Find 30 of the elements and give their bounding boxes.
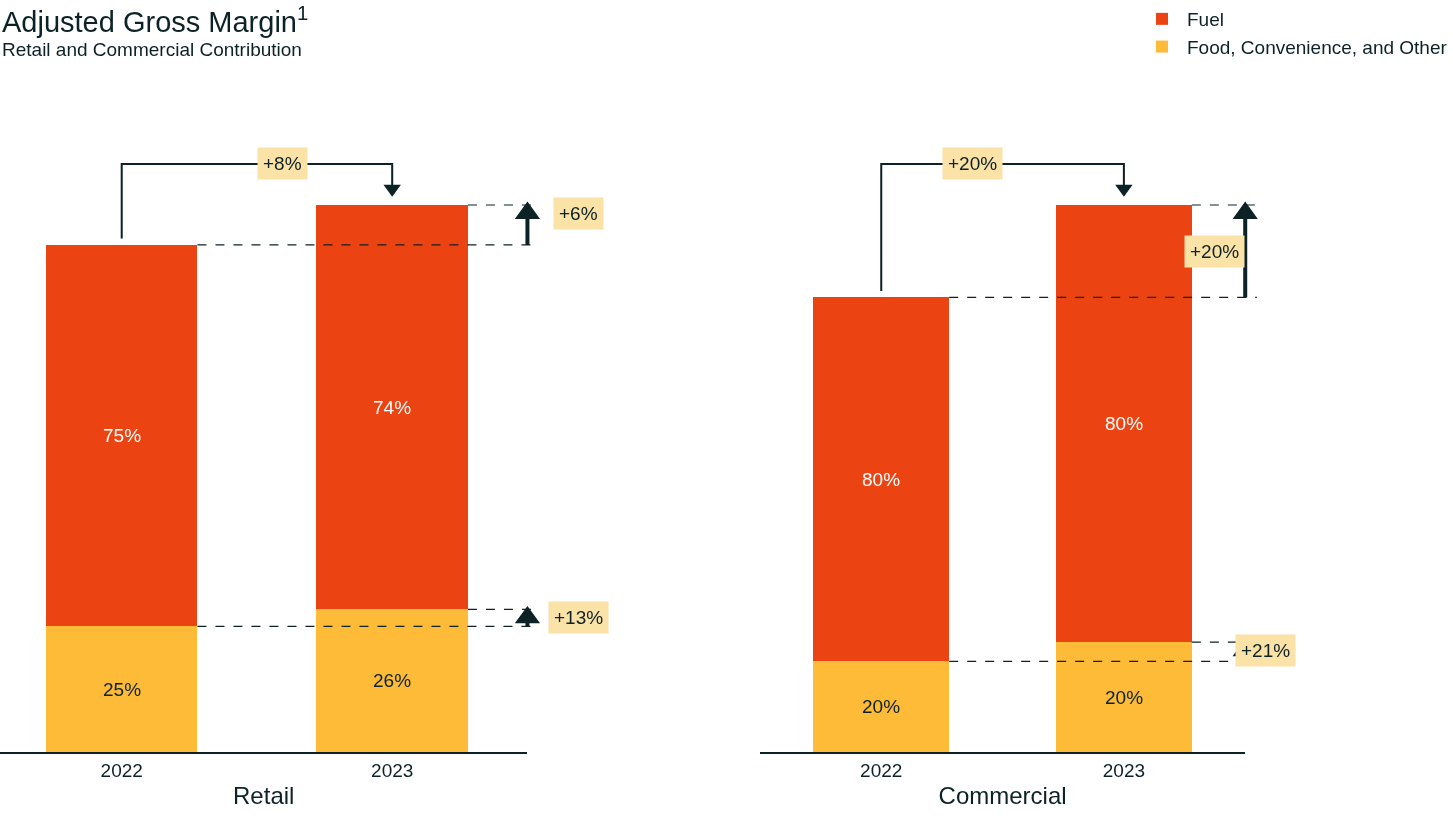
legend-label: Fuel xyxy=(1187,9,1224,31)
text: +20% xyxy=(948,153,998,174)
annotation: 26% xyxy=(373,670,412,691)
chart-subtitle: Retail and Commercial Contribution xyxy=(2,39,302,60)
text: 25% xyxy=(103,679,142,700)
text: 80% xyxy=(862,469,901,490)
x-axis-title: Commercial xyxy=(938,782,1067,810)
legend-label: Food, Convenience, and Other xyxy=(1187,36,1448,58)
bar xyxy=(316,609,468,753)
bar xyxy=(46,626,197,753)
bar xyxy=(1055,642,1192,753)
x-tick-label: 2022 xyxy=(860,759,903,781)
text: +13% xyxy=(554,607,604,628)
chart-title: Adjusted Gross Margin$^{1}$ xyxy=(2,2,309,39)
x-tick-label: 2023 xyxy=(1102,759,1146,781)
text: +8% xyxy=(263,153,302,174)
text: 75% xyxy=(103,425,142,446)
annotation: 74% xyxy=(373,397,412,418)
x-tick-label: 2022 xyxy=(100,759,143,781)
annotation: 20% xyxy=(1105,687,1144,708)
x-tick-label: 2023 xyxy=(371,759,414,781)
bar xyxy=(812,661,949,753)
x-axis-title: Retail xyxy=(233,782,295,810)
text: +6% xyxy=(559,203,598,224)
bar xyxy=(46,245,197,627)
text: 20% xyxy=(862,696,901,717)
bar xyxy=(812,297,949,662)
annotation: +21% xyxy=(1241,640,1291,661)
annotation: 80% xyxy=(1105,413,1144,434)
annotation: +20% xyxy=(1190,241,1240,262)
